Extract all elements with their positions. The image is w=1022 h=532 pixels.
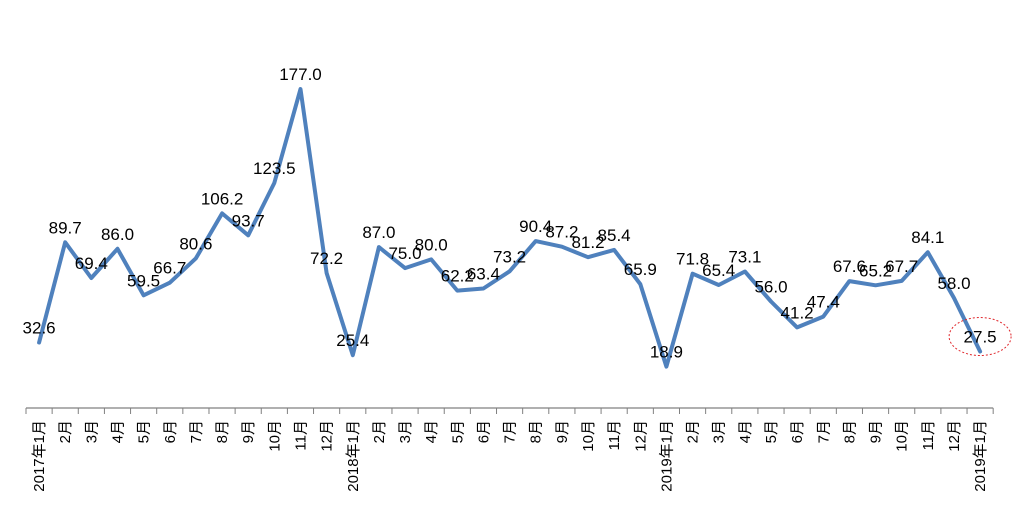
x-tick-label: 10月	[580, 420, 597, 452]
x-tick-label: 7月	[815, 420, 832, 443]
data-label: 106.2	[201, 189, 244, 208]
x-tick-label: 5月	[449, 420, 466, 443]
data-label: 65.2	[859, 261, 892, 280]
x-tick-label: 5月	[763, 420, 780, 443]
x-tick-label: 3月	[83, 420, 100, 443]
x-tick-label: 7月	[502, 420, 519, 443]
data-label: 59.5	[127, 271, 160, 290]
x-tick-label: 6月	[475, 420, 492, 443]
x-tick-label: 10月	[266, 420, 283, 452]
data-label: 123.5	[253, 159, 296, 178]
x-tick-label: 7月	[188, 420, 205, 443]
x-tick-label: 2月	[685, 420, 702, 443]
data-label: 69.4	[75, 254, 108, 273]
data-label: 87.0	[362, 223, 395, 242]
x-tick-label: 8月	[214, 420, 231, 443]
data-label: 62.2	[441, 267, 474, 286]
data-label: 67.7	[885, 257, 918, 276]
x-tick-label: 11月	[920, 420, 937, 451]
x-tick-label: 12月	[946, 420, 963, 452]
data-label: 27.5	[964, 328, 997, 347]
x-tick-label: 11月	[293, 420, 310, 451]
data-label: 86.0	[101, 225, 134, 244]
series-line	[37, 87, 983, 369]
data-label: 63.4	[467, 265, 500, 284]
data-label: 75.0	[388, 244, 421, 263]
data-label: 87.2	[545, 223, 578, 242]
series-line-layer	[37, 87, 983, 369]
x-tick-label: 9月	[240, 420, 257, 443]
data-label: 85.4	[598, 226, 631, 245]
x-tick-label: 8月	[841, 420, 858, 443]
data-label: 67.6	[833, 257, 866, 276]
data-label: 84.1	[911, 228, 944, 247]
highlight-ellipse	[948, 317, 1012, 356]
data-label: 80.0	[415, 235, 448, 254]
x-tick-label: 6月	[789, 420, 806, 443]
x-tick-label: 10月	[894, 420, 911, 452]
data-label: 65.4	[702, 261, 735, 280]
data-label: 47.4	[807, 293, 840, 312]
x-tick-label: 3月	[397, 420, 414, 443]
data-label: 72.2	[310, 249, 343, 268]
x-tick-label: 9月	[868, 420, 885, 443]
x-tick-label: 8月	[528, 420, 545, 443]
x-tick-label: 12月	[632, 420, 649, 452]
x-tick-label: 4月	[423, 420, 440, 443]
x-tick-label: 11月	[606, 420, 623, 451]
data-label: 56.0	[754, 278, 787, 297]
x-tick-label: 2019年1月	[972, 420, 989, 492]
data-label: 66.7	[153, 259, 186, 278]
data-label: 73.2	[493, 247, 526, 266]
x-tick-label: 2018年1月	[345, 420, 362, 492]
data-label: 32.6	[23, 319, 56, 338]
x-tick-label: 9月	[554, 420, 571, 443]
x-tick-label: 4月	[110, 420, 127, 443]
x-tick-label: 12月	[319, 420, 336, 452]
data-label: 65.9	[624, 260, 657, 279]
x-tick-label: 2月	[57, 420, 74, 443]
data-label: 81.2	[571, 233, 604, 252]
x-tick-label: 2017年1月	[31, 420, 48, 492]
x-tick-label: 3月	[711, 420, 728, 443]
data-label-layer: 32.6 89.7 69.4 86.0 59.566.7 80.6 106.2 93.7 123…	[23, 65, 997, 362]
data-label: 73.1	[728, 248, 761, 267]
data-label: 58.0	[937, 274, 970, 293]
data-label: 177.0	[279, 65, 322, 84]
data-label: 41.2	[781, 303, 814, 322]
x-tick-label-layer: 2017年1月 2月 3月 4月 5月 6月 7月 8月 9月 10月 11月 12月 2018年1月 2…	[31, 420, 989, 492]
x-tick-label: 4月	[737, 420, 754, 443]
data-label: 90.4	[519, 217, 552, 236]
data-label: 71.8	[676, 250, 709, 269]
data-label: 80.6	[179, 234, 212, 253]
x-tick-label: 6月	[162, 420, 179, 443]
x-axis	[25, 407, 994, 414]
data-label: 89.7	[49, 218, 82, 237]
x-tick-label: 2月	[371, 420, 388, 443]
data-label: 18.9	[650, 343, 683, 362]
data-label: 93.7	[232, 211, 265, 230]
data-label: 25.4	[336, 331, 369, 350]
x-tick-label: 5月	[136, 420, 153, 443]
highlight-layer	[948, 317, 1012, 356]
x-tick-label: 2019年1月	[658, 420, 675, 492]
